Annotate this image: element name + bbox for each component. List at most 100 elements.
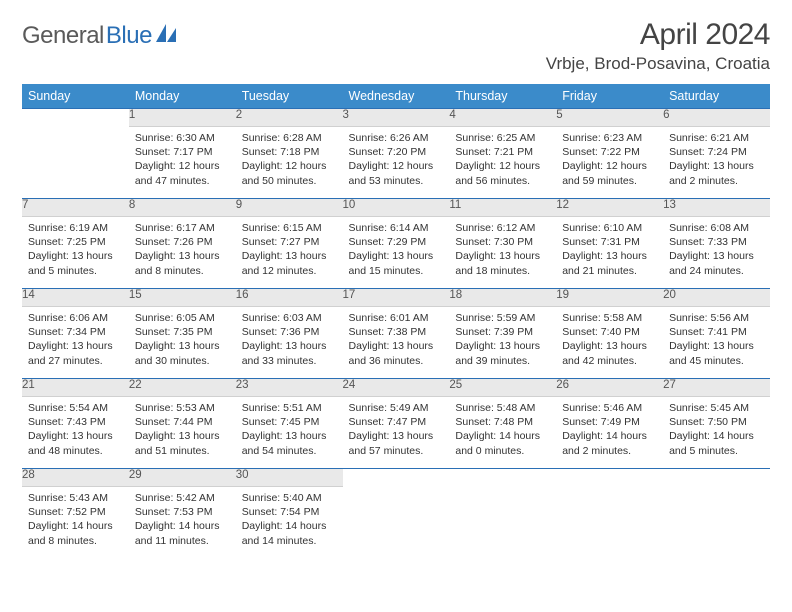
sunrise-line: Sunrise: 5:49 AM — [349, 401, 444, 415]
daylight-line: Daylight: 13 hours and 39 minutes. — [455, 339, 550, 367]
day-details: Sunrise: 6:06 AMSunset: 7:34 PMDaylight:… — [22, 307, 129, 374]
sunrise-line: Sunrise: 6:17 AM — [135, 221, 230, 235]
sunset-line: Sunset: 7:22 PM — [562, 145, 657, 159]
sunrise-line: Sunrise: 6:30 AM — [135, 131, 230, 145]
day-content-cell: Sunrise: 6:03 AMSunset: 7:36 PMDaylight:… — [236, 307, 343, 379]
day-details: Sunrise: 5:59 AMSunset: 7:39 PMDaylight:… — [449, 307, 556, 374]
daylight-line: Daylight: 13 hours and 54 minutes. — [242, 429, 337, 457]
day-number-cell: 3 — [343, 109, 450, 127]
daylight-line: Daylight: 12 hours and 59 minutes. — [562, 159, 657, 187]
sunset-line: Sunset: 7:34 PM — [28, 325, 123, 339]
daylight-line: Daylight: 13 hours and 45 minutes. — [669, 339, 764, 367]
daylight-line: Daylight: 13 hours and 18 minutes. — [455, 249, 550, 277]
day-content-cell: Sunrise: 5:49 AMSunset: 7:47 PMDaylight:… — [343, 397, 450, 469]
sunset-line: Sunset: 7:45 PM — [242, 415, 337, 429]
day-number-cell: 23 — [236, 379, 343, 397]
day-details: Sunrise: 6:25 AMSunset: 7:21 PMDaylight:… — [449, 127, 556, 194]
sunrise-line: Sunrise: 6:23 AM — [562, 131, 657, 145]
day-number-cell: 21 — [22, 379, 129, 397]
day-content-cell: Sunrise: 5:45 AMSunset: 7:50 PMDaylight:… — [663, 397, 770, 469]
daylight-line: Daylight: 13 hours and 36 minutes. — [349, 339, 444, 367]
sunset-line: Sunset: 7:39 PM — [455, 325, 550, 339]
sunrise-line: Sunrise: 5:59 AM — [455, 311, 550, 325]
day-number-cell: 28 — [22, 469, 129, 487]
day-number-cell: 11 — [449, 199, 556, 217]
sunset-line: Sunset: 7:49 PM — [562, 415, 657, 429]
day-number-cell: 6 — [663, 109, 770, 127]
day-content-row: Sunrise: 5:54 AMSunset: 7:43 PMDaylight:… — [22, 397, 770, 469]
day-number-cell: 17 — [343, 289, 450, 307]
daylight-line: Daylight: 13 hours and 21 minutes. — [562, 249, 657, 277]
daylight-line: Daylight: 14 hours and 14 minutes. — [242, 519, 337, 547]
day-content-cell: Sunrise: 5:43 AMSunset: 7:52 PMDaylight:… — [22, 487, 129, 559]
day-details: Sunrise: 6:10 AMSunset: 7:31 PMDaylight:… — [556, 217, 663, 284]
logo-sail-icon — [156, 24, 178, 49]
day-content-cell: Sunrise: 5:59 AMSunset: 7:39 PMDaylight:… — [449, 307, 556, 379]
day-details: Sunrise: 5:49 AMSunset: 7:47 PMDaylight:… — [343, 397, 450, 464]
sunset-line: Sunset: 7:43 PM — [28, 415, 123, 429]
day-content-cell: Sunrise: 6:08 AMSunset: 7:33 PMDaylight:… — [663, 217, 770, 289]
day-details: Sunrise: 6:17 AMSunset: 7:26 PMDaylight:… — [129, 217, 236, 284]
day-details: Sunrise: 5:53 AMSunset: 7:44 PMDaylight:… — [129, 397, 236, 464]
day-content-row: Sunrise: 6:06 AMSunset: 7:34 PMDaylight:… — [22, 307, 770, 379]
day-details: Sunrise: 6:21 AMSunset: 7:24 PMDaylight:… — [663, 127, 770, 194]
sunset-line: Sunset: 7:31 PM — [562, 235, 657, 249]
sunrise-line: Sunrise: 6:21 AM — [669, 131, 764, 145]
sunrise-line: Sunrise: 6:05 AM — [135, 311, 230, 325]
sunset-line: Sunset: 7:52 PM — [28, 505, 123, 519]
day-number-cell: 2 — [236, 109, 343, 127]
day-number-cell — [556, 469, 663, 487]
day-content-cell: Sunrise: 6:15 AMSunset: 7:27 PMDaylight:… — [236, 217, 343, 289]
day-content-cell — [22, 127, 129, 199]
day-details: Sunrise: 5:42 AMSunset: 7:53 PMDaylight:… — [129, 487, 236, 554]
day-content-cell: Sunrise: 6:23 AMSunset: 7:22 PMDaylight:… — [556, 127, 663, 199]
day-number-cell: 18 — [449, 289, 556, 307]
day-content-cell: Sunrise: 6:19 AMSunset: 7:25 PMDaylight:… — [22, 217, 129, 289]
day-content-cell: Sunrise: 5:42 AMSunset: 7:53 PMDaylight:… — [129, 487, 236, 559]
day-number-cell: 19 — [556, 289, 663, 307]
day-details: Sunrise: 6:03 AMSunset: 7:36 PMDaylight:… — [236, 307, 343, 374]
day-content-cell: Sunrise: 6:05 AMSunset: 7:35 PMDaylight:… — [129, 307, 236, 379]
daylight-line: Daylight: 14 hours and 8 minutes. — [28, 519, 123, 547]
daylight-line: Daylight: 13 hours and 12 minutes. — [242, 249, 337, 277]
sunrise-line: Sunrise: 5:56 AM — [669, 311, 764, 325]
day-content-cell: Sunrise: 6:12 AMSunset: 7:30 PMDaylight:… — [449, 217, 556, 289]
day-number-cell: 24 — [343, 379, 450, 397]
day-details: Sunrise: 5:45 AMSunset: 7:50 PMDaylight:… — [663, 397, 770, 464]
day-number-cell: 30 — [236, 469, 343, 487]
weekday-header-row: Sunday Monday Tuesday Wednesday Thursday… — [22, 84, 770, 109]
day-number-cell: 10 — [343, 199, 450, 217]
daylight-line: Daylight: 13 hours and 30 minutes. — [135, 339, 230, 367]
daylight-line: Daylight: 12 hours and 56 minutes. — [455, 159, 550, 187]
sunset-line: Sunset: 7:40 PM — [562, 325, 657, 339]
day-content-cell: Sunrise: 5:51 AMSunset: 7:45 PMDaylight:… — [236, 397, 343, 469]
daylight-line: Daylight: 12 hours and 50 minutes. — [242, 159, 337, 187]
day-content-cell: Sunrise: 6:30 AMSunset: 7:17 PMDaylight:… — [129, 127, 236, 199]
daylight-line: Daylight: 12 hours and 47 minutes. — [135, 159, 230, 187]
sunset-line: Sunset: 7:20 PM — [349, 145, 444, 159]
sunset-line: Sunset: 7:44 PM — [135, 415, 230, 429]
calendar-table: Sunday Monday Tuesday Wednesday Thursday… — [22, 84, 770, 559]
day-details: Sunrise: 6:14 AMSunset: 7:29 PMDaylight:… — [343, 217, 450, 284]
weekday-header: Sunday — [22, 84, 129, 109]
day-number-cell: 15 — [129, 289, 236, 307]
day-number-row: 14151617181920 — [22, 289, 770, 307]
day-number-cell: 1 — [129, 109, 236, 127]
month-title: April 2024 — [546, 18, 770, 52]
sunrise-line: Sunrise: 6:08 AM — [669, 221, 764, 235]
day-number-cell: 12 — [556, 199, 663, 217]
sunset-line: Sunset: 7:26 PM — [135, 235, 230, 249]
weekday-header: Wednesday — [343, 84, 450, 109]
sunrise-line: Sunrise: 5:43 AM — [28, 491, 123, 505]
day-number-cell: 4 — [449, 109, 556, 127]
sunset-line: Sunset: 7:54 PM — [242, 505, 337, 519]
sunset-line: Sunset: 7:27 PM — [242, 235, 337, 249]
sunrise-line: Sunrise: 6:28 AM — [242, 131, 337, 145]
weekday-header: Thursday — [449, 84, 556, 109]
day-number-cell: 5 — [556, 109, 663, 127]
day-details: Sunrise: 6:12 AMSunset: 7:30 PMDaylight:… — [449, 217, 556, 284]
daylight-line: Daylight: 13 hours and 27 minutes. — [28, 339, 123, 367]
sunset-line: Sunset: 7:38 PM — [349, 325, 444, 339]
sunrise-line: Sunrise: 5:51 AM — [242, 401, 337, 415]
day-content-cell: Sunrise: 5:53 AMSunset: 7:44 PMDaylight:… — [129, 397, 236, 469]
